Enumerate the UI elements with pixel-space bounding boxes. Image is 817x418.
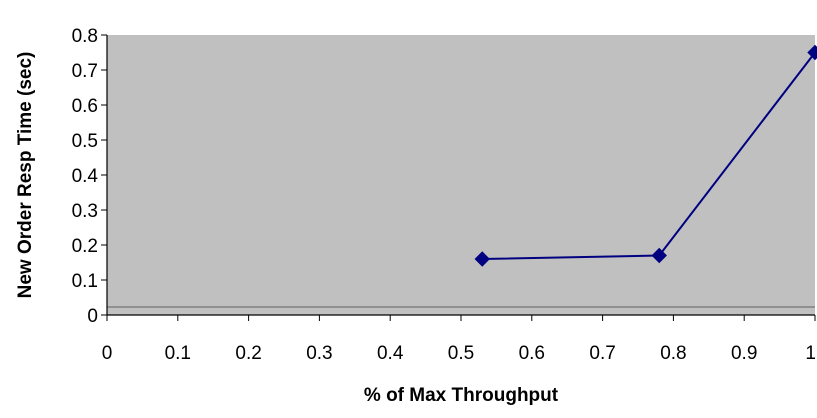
y-tick-label: 0.4 xyxy=(72,166,99,187)
x-tick-label: 0.5 xyxy=(448,343,474,364)
data-point-marker xyxy=(474,251,490,267)
data-point-marker xyxy=(651,247,667,264)
y-tick-label: 0.3 xyxy=(72,201,98,222)
x-tick-label: 0.1 xyxy=(165,343,191,364)
x-tick-label: 0.9 xyxy=(731,343,757,364)
y-axis-ticks: 0 0.1 0.2 0.3 0.4 0.5 0.6 0.7 0.8 xyxy=(72,26,107,327)
x-tick-label: 0.4 xyxy=(377,343,404,364)
data-point-marker xyxy=(807,44,817,61)
y-tick-label: 0 xyxy=(87,306,98,327)
y-tick-label: 0.7 xyxy=(72,61,98,82)
x-axis-ticks: 0 0.1 0.2 0.3 0.4 0.5 0.6 0.7 0.8 0.9 1 xyxy=(102,315,816,364)
series-group xyxy=(474,44,817,267)
y-tick-label: 0.1 xyxy=(72,271,98,292)
x-axis-title: % of Max Throughput xyxy=(364,385,559,406)
x-tick-label: 0.6 xyxy=(519,343,545,364)
y-tick-label: 0.2 xyxy=(72,236,98,257)
x-tick-label: 0.2 xyxy=(235,343,261,364)
y-tick-label: 0.5 xyxy=(72,131,98,152)
x-tick-label: 0.8 xyxy=(660,343,686,364)
y-tick-label: 0.8 xyxy=(72,26,98,47)
x-tick-label: 1 xyxy=(805,343,816,364)
y-axis-title: New Order Resp Time (sec) xyxy=(15,52,36,299)
x-tick-label: 0.3 xyxy=(306,343,332,364)
y-tick-label: 0.6 xyxy=(72,96,98,117)
x-tick-label: 0.7 xyxy=(589,343,615,364)
x-tick-label: 0 xyxy=(102,343,113,364)
plot-area xyxy=(107,35,815,315)
